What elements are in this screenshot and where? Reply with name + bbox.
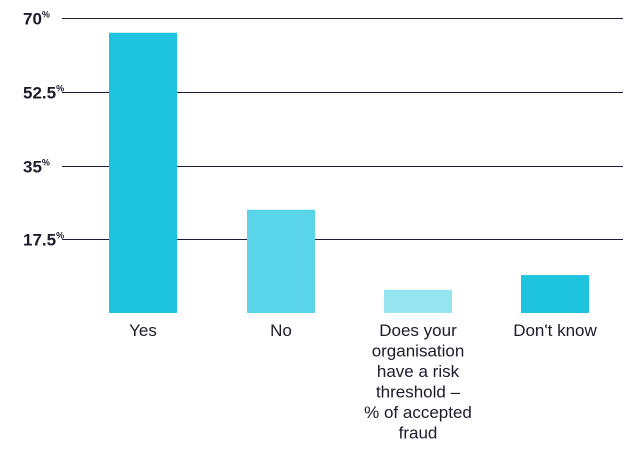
bar <box>247 209 315 313</box>
y-tick-label: 35% <box>23 158 50 177</box>
bar <box>109 32 177 313</box>
bar <box>384 289 452 313</box>
x-category-label: Yes <box>129 321 157 340</box>
bar <box>521 275 589 313</box>
y-axis-tick-labels: 17.5% 35% 52.5% 70% <box>23 10 64 250</box>
x-category-label: Does your organisation have a risk threshol… <box>364 321 472 443</box>
y-tick-label: 17.5% <box>23 231 64 250</box>
y-tick-label: 70% <box>23 10 50 29</box>
bars <box>109 32 589 313</box>
x-axis-category-labels: Yes No Does your organisation have a risk thr… <box>129 321 597 443</box>
x-category-label: Don't know <box>513 321 597 340</box>
x-category-label: No <box>270 321 292 340</box>
y-tick-label: 52.5% <box>23 84 64 103</box>
